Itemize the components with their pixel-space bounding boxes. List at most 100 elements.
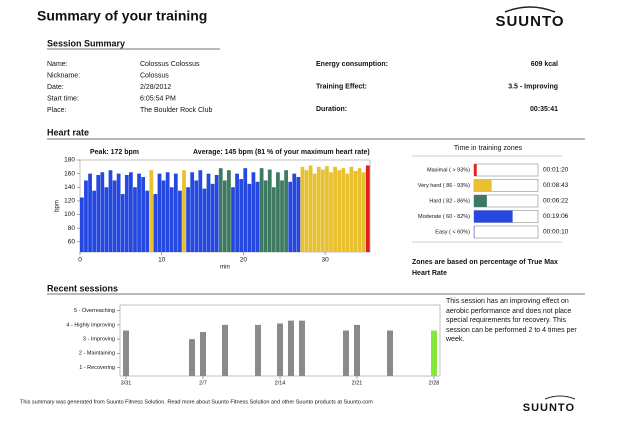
logo-arc bbox=[504, 6, 556, 13]
heart-rate-bar bbox=[112, 180, 117, 252]
average: Average: 145 bpm (81 % of your maximum h… bbox=[193, 149, 370, 156]
heart-rate-bar bbox=[247, 183, 252, 252]
x-tick-label: 0 bbox=[78, 257, 82, 264]
heart-rate-bar bbox=[284, 170, 288, 252]
session-bar bbox=[387, 330, 393, 376]
heart-rate-bar bbox=[365, 165, 370, 252]
heart-rate-bar bbox=[239, 179, 244, 252]
heart-rate-bar bbox=[84, 180, 88, 252]
session-bar bbox=[277, 323, 283, 376]
heart-rate-bar bbox=[304, 170, 309, 252]
y-tick-label: 60 bbox=[68, 238, 76, 245]
title: Summary of your training bbox=[37, 8, 207, 24]
section-heading: Recent sessions bbox=[47, 283, 118, 293]
field-value: Colossus Colossus bbox=[140, 61, 200, 68]
y-tick-label: 5 - Overreaching bbox=[74, 308, 115, 314]
field-value: 6:05:54 PM bbox=[140, 95, 176, 102]
zone-label: Easy ( < 60%) bbox=[435, 229, 470, 235]
field-value: Colossus bbox=[140, 72, 169, 79]
heart-rate-bar bbox=[312, 173, 317, 252]
heart-rate-bar bbox=[222, 180, 227, 252]
footer-logo: SUUNTO bbox=[523, 402, 575, 414]
y-tick-label: 4 - Highly improving bbox=[66, 322, 115, 328]
field-label: Start time: bbox=[47, 95, 79, 102]
heart-rate-bar bbox=[300, 166, 305, 252]
heart-rate-bar bbox=[333, 166, 337, 252]
heart-rate-bar bbox=[149, 170, 154, 252]
session-bar bbox=[255, 324, 261, 376]
heart-rate-bar bbox=[178, 190, 182, 252]
zone-note: Zones are based on percentage of True Ma… bbox=[412, 259, 558, 266]
heart-rate-bar bbox=[124, 174, 129, 252]
brand-logo: SUUNTO bbox=[495, 13, 564, 30]
heart-rate-bar bbox=[235, 173, 239, 252]
field-label: Name: bbox=[47, 61, 68, 68]
zone-time: 00:08:43 bbox=[543, 182, 569, 189]
session-bar bbox=[354, 324, 360, 376]
heart-rate-bar bbox=[100, 172, 105, 252]
heart-rate-bar bbox=[92, 190, 97, 252]
x-tick-label: 2/28 bbox=[429, 380, 440, 386]
y-tick-label: 120 bbox=[64, 198, 75, 205]
peak: Peak: 172 bpm bbox=[90, 149, 139, 156]
heart-rate-bar bbox=[308, 165, 313, 252]
field-value: The Boulder Rock Club bbox=[140, 107, 212, 114]
heart-rate-bar bbox=[169, 187, 174, 252]
section-heading: Session Summary bbox=[47, 38, 125, 48]
stat-value: 00:35:41 bbox=[530, 106, 558, 113]
x-tick-label: 30 bbox=[321, 257, 329, 264]
session-bar bbox=[343, 330, 349, 376]
y-tick-label: 180 bbox=[64, 157, 75, 164]
zone-time: 00:19:06 bbox=[543, 213, 569, 220]
heart-rate-bar bbox=[329, 172, 333, 252]
zone-label: Maximal ( > 93%) bbox=[427, 167, 470, 173]
heart-rate-bar bbox=[353, 170, 358, 252]
x-axis-label: min bbox=[220, 265, 230, 271]
field-label: Nickname: bbox=[47, 72, 80, 79]
y-axis-label: bpm bbox=[55, 200, 61, 212]
y-tick-label: 140 bbox=[64, 184, 75, 191]
field-label: Place: bbox=[47, 107, 67, 114]
heart-rate-bar bbox=[263, 180, 268, 252]
heart-rate-bar bbox=[145, 190, 150, 252]
recent-note: This session has an improving effect on … bbox=[446, 298, 577, 343]
zone-time: 00:00:10 bbox=[543, 229, 569, 236]
session-bar bbox=[200, 331, 206, 376]
heart-rate-bar bbox=[243, 168, 248, 252]
zone-label: Hard ( 82 - 86%) bbox=[429, 198, 470, 204]
session-bar bbox=[431, 330, 437, 376]
heart-rate-bar bbox=[186, 187, 190, 252]
heart-rate-bar bbox=[361, 172, 366, 252]
heart-rate-bar bbox=[341, 168, 346, 252]
x-tick-label: 2/7 bbox=[199, 380, 207, 386]
heart-rate-bar bbox=[129, 172, 133, 252]
zone-bar bbox=[474, 210, 513, 223]
stat-label: Energy consumption: bbox=[316, 61, 388, 68]
session-bar bbox=[189, 339, 195, 376]
heart-rate-bar bbox=[296, 177, 301, 252]
session-bar bbox=[123, 330, 129, 376]
x-tick-label: 2/21 bbox=[352, 380, 363, 386]
heart-rate-bar bbox=[288, 181, 293, 252]
heart-rate-bar bbox=[202, 188, 207, 252]
session-bar bbox=[222, 324, 228, 376]
heart-rate-bar bbox=[210, 183, 215, 252]
heart-rate-bar bbox=[153, 194, 158, 252]
zone-time: 00:06:22 bbox=[543, 198, 569, 205]
zone-note: Heart Rate bbox=[412, 270, 447, 277]
heart-rate-bar bbox=[227, 170, 231, 252]
stat-label: Training Effect: bbox=[316, 83, 367, 90]
session-bar bbox=[299, 320, 305, 376]
heart-rate-bar bbox=[198, 170, 203, 252]
heart-rate-bar bbox=[108, 170, 113, 252]
heart-rate-bar bbox=[292, 173, 297, 252]
y-tick-label: 80 bbox=[68, 225, 76, 232]
footer-text: This summary was generated from Suunto F… bbox=[20, 399, 373, 405]
section-heading: Heart rate bbox=[47, 127, 89, 137]
field-label: Date: bbox=[47, 84, 64, 91]
heart-rate-bar bbox=[88, 173, 92, 252]
y-tick-label: 2 - Maintaining bbox=[79, 351, 115, 357]
heart-rate-bar bbox=[251, 172, 256, 252]
heart-rate-bar bbox=[116, 173, 121, 252]
